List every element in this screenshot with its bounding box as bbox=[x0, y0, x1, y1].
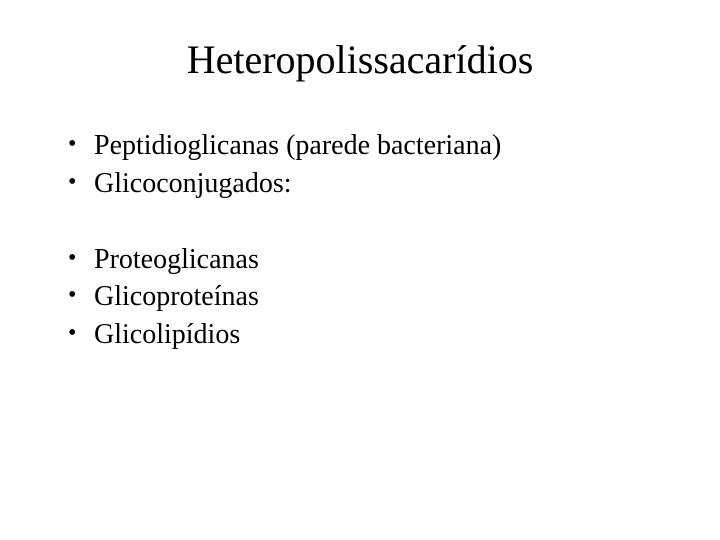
bullet-item: Glicolipídios bbox=[68, 316, 670, 354]
bullet-item: Proteoglicanas bbox=[68, 241, 670, 279]
bullet-group-1: Peptidioglicanas (parede bacteriana) Gli… bbox=[50, 127, 670, 203]
spacer bbox=[50, 203, 670, 241]
bullet-item: Glicoconjugados: bbox=[68, 165, 670, 203]
bullet-item: Glicoproteínas bbox=[68, 278, 670, 316]
slide-title: Heteropolissacarídios bbox=[50, 36, 670, 83]
bullet-item: Peptidioglicanas (parede bacteriana) bbox=[68, 127, 670, 165]
bullet-group-2: Proteoglicanas Glicoproteínas Glicolipíd… bbox=[50, 241, 670, 354]
slide-container: Heteropolissacarídios Peptidioglicanas (… bbox=[0, 0, 720, 540]
